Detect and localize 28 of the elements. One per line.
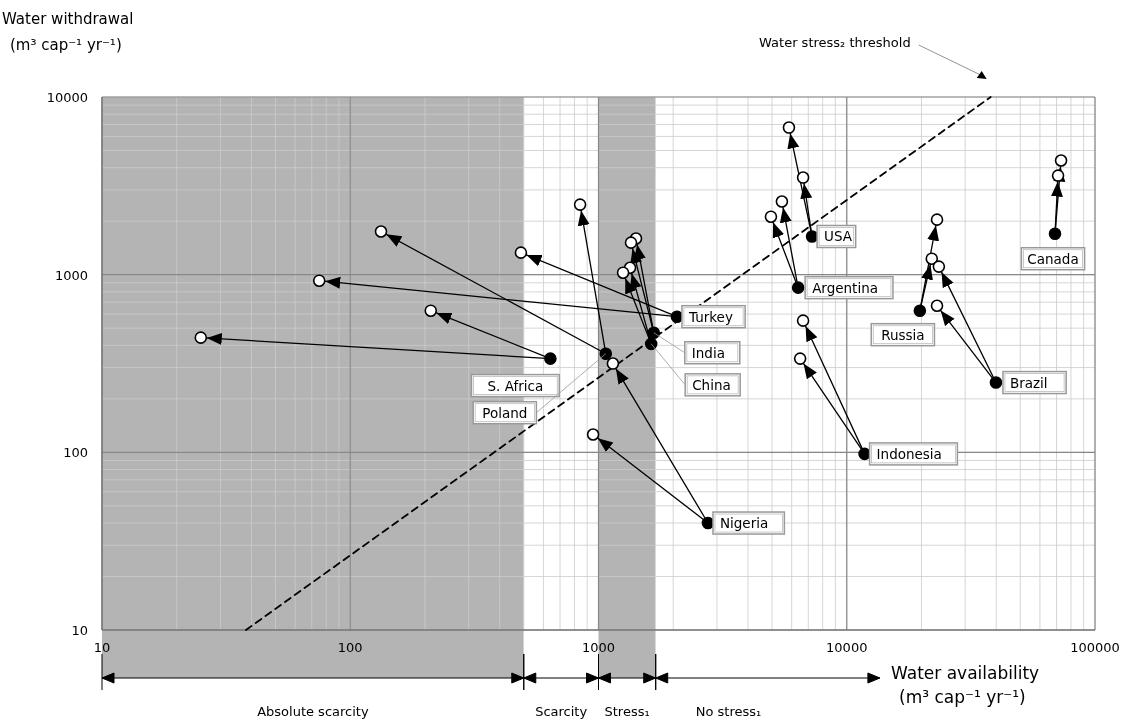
x-tick-label: 10000 xyxy=(826,640,868,655)
band-label: No stress₁ xyxy=(695,704,762,719)
annotation: Turkey xyxy=(687,308,733,325)
band-label: Absolute scarcity xyxy=(257,704,369,719)
annotation: China xyxy=(692,376,731,393)
x-tick-label: 100000 xyxy=(1070,640,1120,655)
annotation: Nigeria xyxy=(719,515,769,532)
y-axis-title: Water withdrawal (m³ cap⁻¹ yr⁻¹) xyxy=(2,10,134,54)
text: Water stress₂ threshold xyxy=(759,35,911,50)
x-axis-title: Water availability (m³ cap⁻¹ yr⁻¹) xyxy=(891,663,1040,707)
band-label: Scarcity xyxy=(535,704,588,719)
annotation: Argentina xyxy=(812,279,878,296)
y-tick-label: 10 xyxy=(71,623,88,638)
band-label: Stress₁ xyxy=(604,704,650,719)
x-tick-label: 100 xyxy=(337,640,363,655)
annotation: India xyxy=(691,344,725,361)
y-tick-label: 1000 xyxy=(54,267,88,283)
y-tick-label: 10000 xyxy=(46,90,88,105)
x-tick-label: 1000 xyxy=(581,640,616,655)
annotation: Indonesia xyxy=(876,445,942,462)
annotation: Brazil xyxy=(1009,374,1048,391)
annotation: Russia xyxy=(881,326,925,343)
y-tick-label: 100 xyxy=(63,445,88,461)
annotation: Poland xyxy=(482,404,528,421)
x-tick-label: 10 xyxy=(93,640,111,655)
annotation: USA xyxy=(824,228,853,245)
annotation: S. Africa xyxy=(487,377,544,394)
annotation: Canada xyxy=(1027,250,1079,267)
